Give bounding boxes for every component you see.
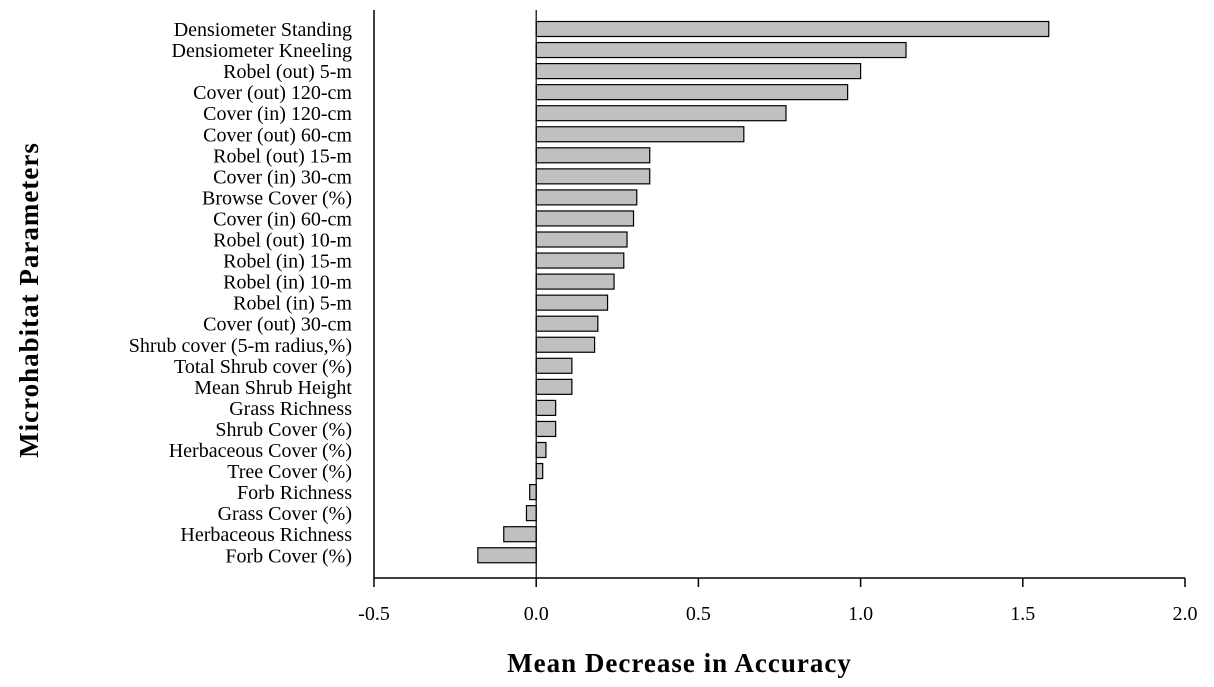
category-label-20: Herbaceous Cover (%) — [169, 440, 352, 462]
category-label-4: Cover (in) 120-cm — [203, 103, 352, 125]
category-label-19: Shrub Cover (%) — [215, 419, 352, 441]
category-label-12: Robel (in) 10-m — [223, 272, 352, 294]
x-tick-label-5: 2.0 — [1173, 603, 1198, 625]
category-label-3: Cover (out) 120-cm — [193, 82, 352, 104]
x-tick-label-1: 0.0 — [524, 603, 549, 625]
bar-16 — [535, 357, 573, 374]
bar-2 — [535, 62, 862, 80]
bar-4 — [535, 105, 787, 122]
x-tick-label-0: -0.5 — [358, 603, 390, 625]
category-label-18: Grass Richness — [229, 398, 352, 420]
bar-13 — [535, 294, 609, 311]
bar-9 — [535, 210, 635, 227]
category-label-17: Mean Shrub Height — [194, 377, 352, 399]
category-label-22: Forb Richness — [237, 482, 352, 504]
x-tick-label-4: 1.5 — [1010, 603, 1035, 625]
bar-11 — [535, 252, 625, 269]
category-label-14: Cover (out) 30-cm — [203, 314, 352, 336]
x-axis-title: Mean Decrease in Accuracy — [507, 648, 852, 678]
category-label-21: Tree Cover (%) — [227, 461, 352, 483]
bar-7 — [535, 168, 651, 185]
bar-15 — [535, 336, 596, 353]
x-tick-labels: -0.5 0.0 0.5 1.0 1.5 2.0 — [358, 578, 1198, 625]
bar-23 — [525, 505, 537, 522]
category-label-24: Herbaceous Richness — [180, 524, 352, 546]
bar-5 — [535, 126, 745, 143]
x-tick-label-3: 1.0 — [848, 603, 873, 625]
y-axis-title: Microhabitat Parameters — [14, 142, 44, 458]
bar-14 — [535, 315, 599, 332]
category-label-8: Browse Cover (%) — [202, 187, 352, 209]
bar-6 — [535, 147, 651, 164]
category-label-9: Cover (in) 60-cm — [213, 208, 352, 230]
bars-group — [477, 20, 1050, 564]
category-label-0: Densiometer Standing — [174, 19, 352, 41]
category-label-25: Forb Cover (%) — [225, 545, 352, 567]
category-label-23: Grass Cover (%) — [218, 503, 352, 525]
bar-12 — [535, 273, 615, 290]
bar-17 — [535, 378, 573, 395]
bar-24 — [503, 526, 537, 543]
bar-1 — [535, 41, 907, 59]
category-label-15: Shrub cover (5-m radius,%) — [129, 335, 352, 357]
category-label-6: Robel (out) 15-m — [213, 145, 352, 167]
category-label-16: Total Shrub cover (%) — [174, 356, 352, 378]
x-tick-label-2: 0.5 — [686, 603, 711, 625]
bar-25 — [477, 547, 537, 564]
category-label-2: Robel (out) 5-m — [223, 61, 352, 83]
bar-21 — [535, 462, 544, 480]
category-label-1: Densiometer Kneeling — [172, 40, 353, 62]
bar-18 — [535, 399, 557, 416]
bar-0 — [535, 20, 1050, 38]
bar-22 — [529, 484, 537, 501]
axes-group — [373, 10, 1185, 579]
category-label-11: Robel (in) 15-m — [223, 251, 352, 273]
bar-19 — [535, 420, 557, 438]
category-label-13: Robel (in) 5-m — [233, 293, 352, 315]
bar-8 — [535, 189, 638, 206]
bar-20 — [535, 441, 547, 459]
category-label-7: Cover (in) 30-cm — [213, 166, 352, 188]
bar-10 — [535, 231, 628, 248]
category-label-5: Cover (out) 60-cm — [203, 124, 352, 146]
bar-3 — [535, 84, 849, 101]
category-label-10: Robel (out) 10-m — [213, 230, 352, 252]
